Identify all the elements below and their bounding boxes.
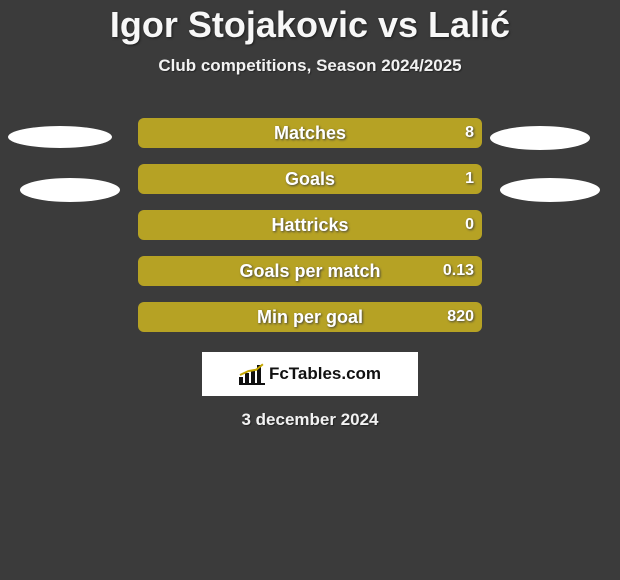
stat-value-right: 0 [465, 210, 474, 240]
stat-bar-track [138, 256, 482, 286]
stats-rows: Matches8Goals1Hattricks0Goals per match0… [0, 118, 620, 332]
decorative-ellipse [20, 178, 120, 202]
bar-chart-icon [239, 363, 265, 385]
decorative-ellipse [8, 126, 112, 148]
decorative-ellipse [500, 178, 600, 202]
stat-bar-right [138, 118, 482, 148]
page-subtitle: Club competitions, Season 2024/2025 [0, 56, 620, 76]
stat-bar-track [138, 302, 482, 332]
infographic-root: Igor Stojakovic vs Lalić Club competitio… [0, 0, 620, 580]
brand-logo: FcTables.com [202, 352, 418, 396]
stat-row: Goals per match0.13 [0, 256, 620, 286]
stat-bar-right [138, 256, 482, 286]
stat-bar-track [138, 118, 482, 148]
stat-bar-right [138, 302, 482, 332]
stat-row: Hattricks0 [0, 210, 620, 240]
stat-row: Min per goal820 [0, 302, 620, 332]
stat-value-right: 820 [447, 302, 474, 332]
stat-bar-right [138, 210, 482, 240]
stat-value-right: 8 [465, 118, 474, 148]
stat-value-right: 1 [465, 164, 474, 194]
decorative-ellipse [490, 126, 590, 150]
brand-logo-text: FcTables.com [269, 364, 381, 384]
footer-date: 3 december 2024 [0, 410, 620, 430]
stat-value-right: 0.13 [443, 256, 474, 286]
stat-bar-right [138, 164, 482, 194]
stat-bar-track [138, 164, 482, 194]
page-title: Igor Stojakovic vs Lalić [0, 4, 620, 46]
stat-bar-track [138, 210, 482, 240]
